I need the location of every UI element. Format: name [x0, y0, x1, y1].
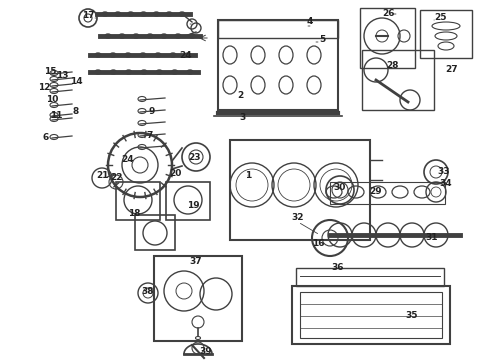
- Text: 36: 36: [332, 264, 344, 273]
- Bar: [218, 20, 338, 110]
- Text: 15: 15: [44, 68, 56, 77]
- Ellipse shape: [119, 34, 125, 38]
- Text: 7: 7: [147, 130, 153, 139]
- Bar: [296, 268, 444, 286]
- Ellipse shape: [170, 53, 176, 57]
- Text: 33: 33: [438, 167, 450, 176]
- Text: 16: 16: [312, 238, 324, 248]
- Text: 38: 38: [142, 288, 154, 297]
- Ellipse shape: [187, 70, 193, 74]
- Text: 39: 39: [200, 347, 212, 356]
- Ellipse shape: [141, 70, 147, 74]
- Bar: [292, 286, 450, 344]
- Ellipse shape: [102, 12, 108, 16]
- Text: 19: 19: [187, 201, 199, 210]
- Text: 6: 6: [43, 134, 49, 143]
- Bar: [360, 8, 415, 68]
- Bar: [330, 182, 445, 204]
- Text: 25: 25: [434, 13, 446, 22]
- Text: 9: 9: [149, 108, 155, 117]
- Text: 27: 27: [446, 66, 458, 75]
- Text: 14: 14: [70, 77, 82, 86]
- Ellipse shape: [140, 53, 146, 57]
- Text: 13: 13: [56, 72, 68, 81]
- Bar: [300, 292, 442, 338]
- Ellipse shape: [161, 34, 167, 38]
- Text: 11: 11: [50, 112, 62, 121]
- Text: 23: 23: [188, 153, 200, 162]
- Ellipse shape: [155, 53, 161, 57]
- Ellipse shape: [147, 34, 153, 38]
- Bar: [154, 256, 242, 341]
- Ellipse shape: [175, 34, 181, 38]
- Ellipse shape: [133, 34, 139, 38]
- Ellipse shape: [110, 70, 116, 74]
- Ellipse shape: [141, 12, 147, 16]
- Ellipse shape: [125, 70, 132, 74]
- Text: 32: 32: [292, 213, 304, 222]
- Text: 5: 5: [319, 36, 325, 45]
- Ellipse shape: [115, 12, 121, 16]
- Text: 24: 24: [122, 156, 134, 165]
- Ellipse shape: [189, 34, 195, 38]
- Text: 30: 30: [334, 184, 346, 193]
- Text: 37: 37: [190, 257, 202, 266]
- Text: 8: 8: [73, 108, 79, 117]
- Text: 18: 18: [128, 210, 140, 219]
- Text: 28: 28: [386, 62, 398, 71]
- Ellipse shape: [153, 12, 159, 16]
- Text: 10: 10: [46, 95, 58, 104]
- Text: 22: 22: [110, 174, 122, 183]
- Bar: [230, 140, 370, 240]
- Text: 17: 17: [82, 12, 94, 21]
- Ellipse shape: [95, 70, 101, 74]
- Bar: [420, 10, 472, 58]
- Ellipse shape: [172, 70, 178, 74]
- Text: 34: 34: [440, 180, 452, 189]
- Ellipse shape: [105, 34, 111, 38]
- Bar: [218, 20, 338, 38]
- Ellipse shape: [166, 12, 172, 16]
- Bar: [362, 50, 434, 110]
- Ellipse shape: [125, 53, 131, 57]
- Text: 24: 24: [180, 50, 192, 59]
- Ellipse shape: [95, 53, 101, 57]
- Text: 26: 26: [382, 9, 394, 18]
- Bar: [166, 182, 210, 220]
- Text: 3: 3: [239, 113, 245, 122]
- Text: 4: 4: [307, 18, 313, 27]
- Text: 35: 35: [406, 311, 418, 320]
- Text: 2: 2: [237, 90, 243, 99]
- Text: 12: 12: [38, 84, 50, 93]
- Bar: [116, 182, 160, 220]
- Ellipse shape: [110, 53, 116, 57]
- Text: 20: 20: [169, 170, 181, 179]
- Text: 21: 21: [96, 171, 108, 180]
- Text: 29: 29: [369, 188, 382, 197]
- Ellipse shape: [156, 70, 162, 74]
- Ellipse shape: [185, 53, 191, 57]
- Ellipse shape: [179, 12, 185, 16]
- Ellipse shape: [128, 12, 134, 16]
- Text: 1: 1: [245, 171, 251, 180]
- Bar: [135, 215, 175, 250]
- Text: 31: 31: [426, 234, 438, 243]
